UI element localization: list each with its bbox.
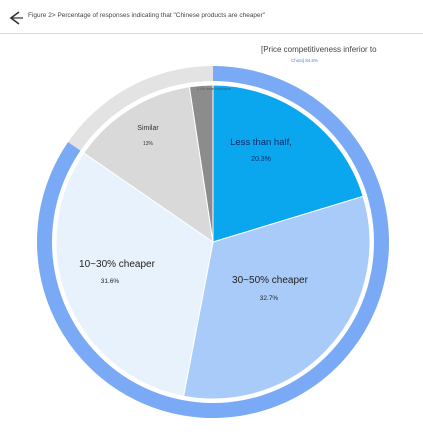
slice-10-30-cheaper [55,152,214,397]
chevron-left-icon[interactable] [6,9,24,27]
callout-title: [Price competitiveness inferior to [261,45,377,54]
header-divider [0,33,423,34]
label-30-50-cheaper: 30~50% cheaper [232,275,309,286]
label-less-than-half: Less than half, [230,137,292,148]
label-similar: Similar [137,125,159,132]
value-30-50-cheaper: 32.7% [260,295,279,302]
callout-value: China] 84.6% [291,58,318,63]
slice-labels: [Price competitiveness inferior to China… [79,45,377,302]
label-more-expensive: 2.4% more expensive [197,87,231,91]
value-similar: 13% [143,141,154,147]
slice-less-than-half [212,84,364,243]
label-10-30-cheaper: 10~30% cheaper [79,259,156,270]
pie-slices [55,84,371,400]
value-less-than-half: 20.3% [251,156,271,163]
figure-title: Figure 2> Percentage of responses indica… [28,12,266,19]
slice-more-expensive [188,84,214,243]
value-10-30-cheaper: 31.6% [101,278,120,285]
slice-similar [83,86,214,244]
slice-30-50-cheaper [182,195,371,400]
figure-header: Figure 2> Percentage of responses indica… [0,0,423,40]
